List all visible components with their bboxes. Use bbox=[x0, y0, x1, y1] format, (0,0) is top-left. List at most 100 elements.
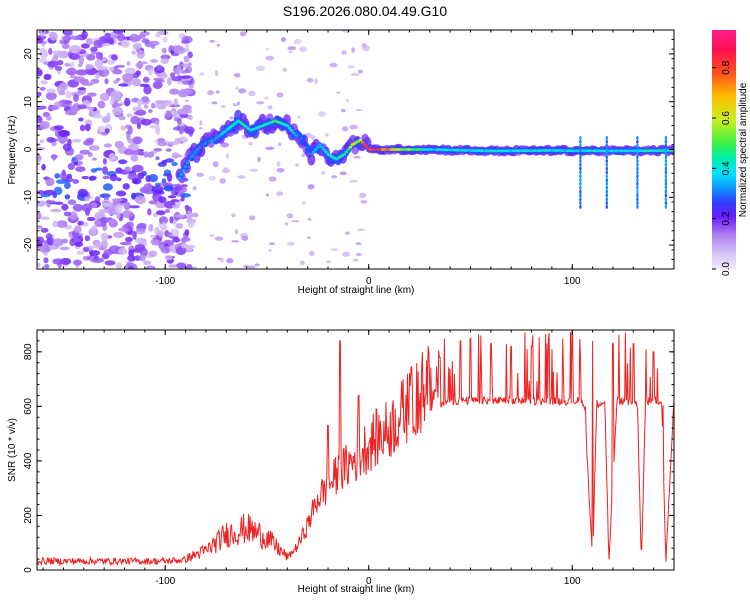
heatmap-cell bbox=[179, 75, 191, 79]
heatmap-cell bbox=[102, 183, 113, 191]
heatmap-cell bbox=[636, 143, 639, 148]
heatmap-cell bbox=[280, 37, 287, 42]
heatmap-cell bbox=[94, 242, 102, 249]
heatmap-cell bbox=[150, 59, 159, 63]
heatmap-cell bbox=[265, 146, 275, 150]
heatmap-cell bbox=[37, 236, 45, 245]
heatmap-cell bbox=[605, 170, 608, 175]
heatmap-cell bbox=[90, 225, 98, 234]
heatmap-cell bbox=[77, 188, 89, 198]
heatmap-cell bbox=[636, 178, 639, 183]
heatmap-cell bbox=[131, 192, 136, 200]
heatmap-cell bbox=[232, 103, 237, 107]
heatmap-cell bbox=[172, 237, 181, 243]
heatmap-cell bbox=[72, 259, 83, 266]
heatmap-cell bbox=[46, 88, 57, 94]
heatmap-cell bbox=[277, 93, 283, 98]
heatmap-cell bbox=[37, 262, 41, 268]
heatmap-cell bbox=[605, 181, 608, 186]
heatmap-cell bbox=[579, 178, 582, 183]
heatmap-cell bbox=[664, 155, 668, 160]
heatmap-cell bbox=[199, 120, 203, 126]
heatmap-cell bbox=[112, 106, 124, 116]
heatmap-cell bbox=[56, 60, 64, 66]
heatmap-cell bbox=[161, 221, 167, 230]
heatmap-cell bbox=[272, 121, 278, 128]
heatmap-cell bbox=[64, 194, 71, 200]
heatmap-cell bbox=[54, 65, 63, 71]
heatmap-cell bbox=[234, 228, 239, 235]
heatmap-cell bbox=[341, 108, 346, 113]
heatmap-cell bbox=[579, 185, 582, 190]
heatmap-cell bbox=[62, 43, 70, 50]
heatmap-cell bbox=[82, 82, 94, 86]
colorbar-tick-label: 0.0 bbox=[721, 262, 732, 276]
heatmap-cell bbox=[579, 204, 582, 209]
heatmap-cell bbox=[56, 85, 62, 93]
heatmap-cell bbox=[45, 177, 55, 187]
heatmap-cell bbox=[130, 97, 140, 103]
heatmap-cell bbox=[156, 138, 166, 142]
heatmap-cell bbox=[225, 153, 230, 159]
y-tick-label: 20 bbox=[23, 48, 34, 60]
snr-x-axis-label: Height of straight line (km) bbox=[298, 584, 415, 595]
heatmap-cell bbox=[102, 175, 110, 180]
heatmap-cell bbox=[269, 242, 275, 245]
heatmap-cell bbox=[43, 61, 49, 65]
heatmap-cell bbox=[83, 139, 94, 146]
heatmap-cell bbox=[120, 125, 126, 131]
heatmap-cell bbox=[95, 51, 101, 60]
heatmap-cell bbox=[132, 78, 141, 87]
heatmap-cell bbox=[42, 111, 51, 118]
heatmap-cell bbox=[342, 152, 347, 156]
heatmap-cell bbox=[151, 185, 164, 193]
heatmap-cell bbox=[108, 245, 121, 255]
heatmap-cell bbox=[187, 157, 192, 161]
heatmap-cell bbox=[40, 193, 51, 198]
heatmap-cell bbox=[153, 212, 158, 218]
heatmap-cell bbox=[220, 142, 230, 148]
heatmap-cell bbox=[344, 150, 349, 154]
heatmap-cell bbox=[127, 255, 136, 262]
heatmap-cell bbox=[77, 87, 87, 91]
heatmap-cell bbox=[636, 185, 639, 190]
heatmap-cell bbox=[183, 165, 188, 169]
heatmap-cell bbox=[89, 175, 97, 181]
heatmap-cell bbox=[73, 93, 79, 102]
heatmap-cell bbox=[86, 216, 96, 222]
heatmap-cell bbox=[139, 83, 150, 88]
heatmap-cell bbox=[110, 218, 116, 225]
heatmap-cell bbox=[130, 115, 140, 125]
heatmap-cell bbox=[358, 138, 363, 142]
heatmap-cell bbox=[126, 61, 131, 66]
heatmap-cell bbox=[326, 260, 332, 264]
heatmap-cell bbox=[664, 139, 668, 144]
heatmap-cell bbox=[579, 139, 582, 144]
heatmap-cell bbox=[101, 43, 111, 47]
heatmap-cell bbox=[209, 40, 216, 43]
heatmap-cell bbox=[189, 155, 194, 159]
heatmap-cell bbox=[192, 212, 199, 218]
heatmap-cell bbox=[118, 227, 129, 232]
heatmap-cell bbox=[40, 216, 50, 220]
heatmap-cell bbox=[58, 99, 70, 108]
heatmap-cell bbox=[346, 148, 351, 151]
heatmap-cell bbox=[163, 184, 174, 192]
heatmap-cell bbox=[163, 173, 169, 177]
heatmap-cell bbox=[307, 217, 312, 221]
heatmap-cell bbox=[143, 260, 152, 266]
heatmap-cell bbox=[85, 64, 93, 70]
heatmap-cell bbox=[75, 166, 86, 173]
heatmap-cell bbox=[94, 59, 103, 68]
heatmap-cell bbox=[93, 39, 105, 48]
heatmap-cell bbox=[119, 241, 132, 246]
snr-series-line bbox=[37, 331, 674, 567]
heatmap-cell bbox=[235, 87, 239, 90]
heatmap-cell bbox=[299, 46, 307, 53]
heatmap-cell bbox=[109, 98, 115, 106]
heatmap-cell bbox=[77, 104, 87, 110]
colorbar: 0.0 0.2 0.4 0.6 0.8 Normalized spectral ampl… bbox=[712, 30, 749, 276]
heatmap-cell bbox=[55, 179, 67, 185]
y-tick-label: -20 bbox=[23, 237, 34, 252]
heatmap-cell bbox=[322, 148, 326, 151]
